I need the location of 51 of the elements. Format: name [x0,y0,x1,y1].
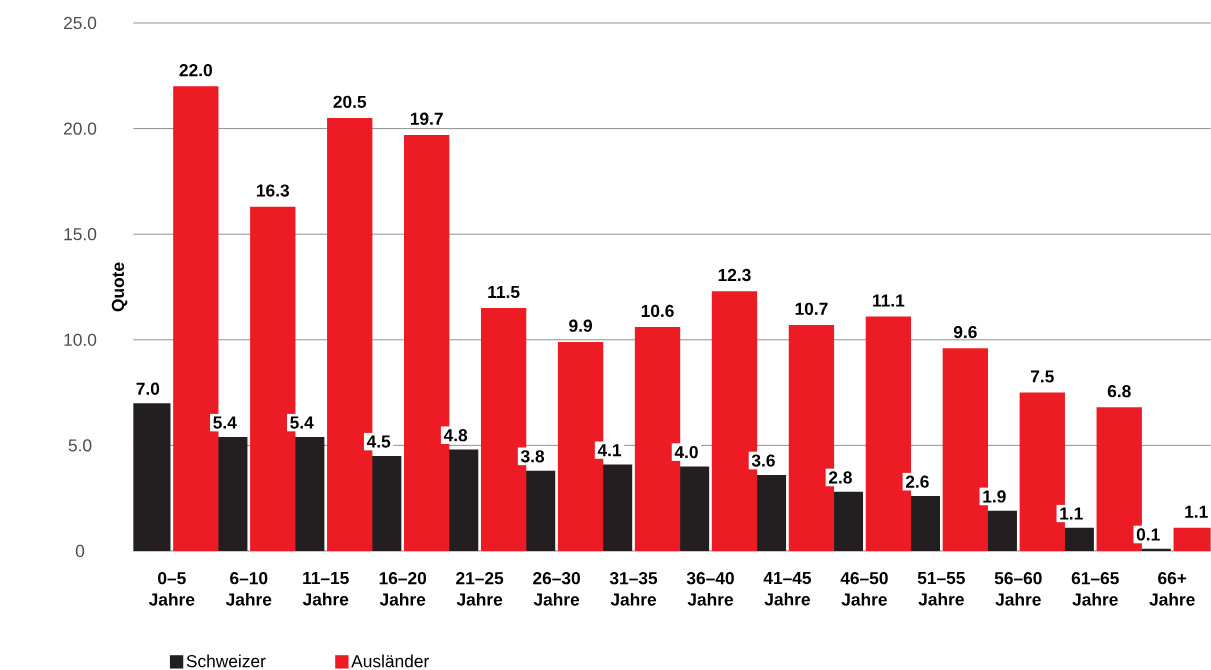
y-tick-label: 10.0 [64,333,97,346]
data-label: 2.8 [828,471,852,484]
y-tick-label: 20.0 [64,122,97,135]
x-tick-label: 31–35 Jahre [609,572,658,606]
x-tick-label: 26–30 Jahre [533,572,580,606]
data-label: 4.8 [443,429,468,442]
data-label: 5.4 [290,416,314,429]
y-tick-label: 15.0 [64,228,97,241]
data-label: 22.0 [179,64,212,77]
x-tick-label: 66+ Jahre [1149,572,1195,606]
x-tick-label: 61–65 Jahre [1071,572,1119,606]
data-label: 10.7 [795,302,828,315]
data-label: 16.3 [256,184,290,197]
y-tick-label: 0 [75,544,85,558]
y-tick-label: 25.0 [64,16,97,30]
data-label: 4.5 [366,435,391,448]
x-tick-label: 16–20 Jahre [379,572,427,606]
data-label: 0.1 [1136,528,1160,541]
data-label: 2.6 [905,475,929,488]
data-label: 12.3 [718,268,751,282]
legend-label: Ausländer [351,654,429,668]
data-label: 7.0 [136,382,160,395]
data-label: 1.1 [1185,505,1208,518]
data-label: 1.1 [1060,507,1083,520]
x-tick-label: 21–25 Jahre [456,572,504,606]
data-label: 19.7 [410,112,443,125]
data-label: 5.4 [213,416,237,429]
y-tick-label: 5.0 [68,439,92,452]
y-axis-title: Quote [111,262,128,312]
x-tick-label: 0–5 Jahre [148,572,195,606]
data-label: 4.0 [674,445,698,459]
x-tick-label: 11–15 Jahre [302,572,349,606]
data-label: 10.6 [641,304,674,318]
data-label: 1.9 [983,490,1006,503]
data-label: 7.5 [1030,370,1054,383]
legend-label: Schweizer [186,654,266,668]
data-label: 11.1 [873,294,905,307]
x-tick-label: 46–50 Jahre [840,572,888,606]
x-tick-label: 41–45 Jahre [763,572,812,606]
x-tick-label: 6–10 Jahre [225,572,272,606]
x-tick-label: 51–55 Jahre [917,572,965,606]
x-tick-label: 56–60 Jahre [994,572,1042,606]
data-label: 9.6 [953,325,977,339]
data-label: 6.8 [1107,385,1131,398]
data-label: 9.9 [569,319,592,332]
data-label: 20.5 [333,95,367,108]
data-label: 4.1 [597,444,622,457]
data-label: 3.8 [520,450,545,463]
data-label: 11.5 [488,285,520,299]
data-label: 3.6 [751,454,775,467]
x-tick-label: 36–40 Jahre [686,572,734,606]
